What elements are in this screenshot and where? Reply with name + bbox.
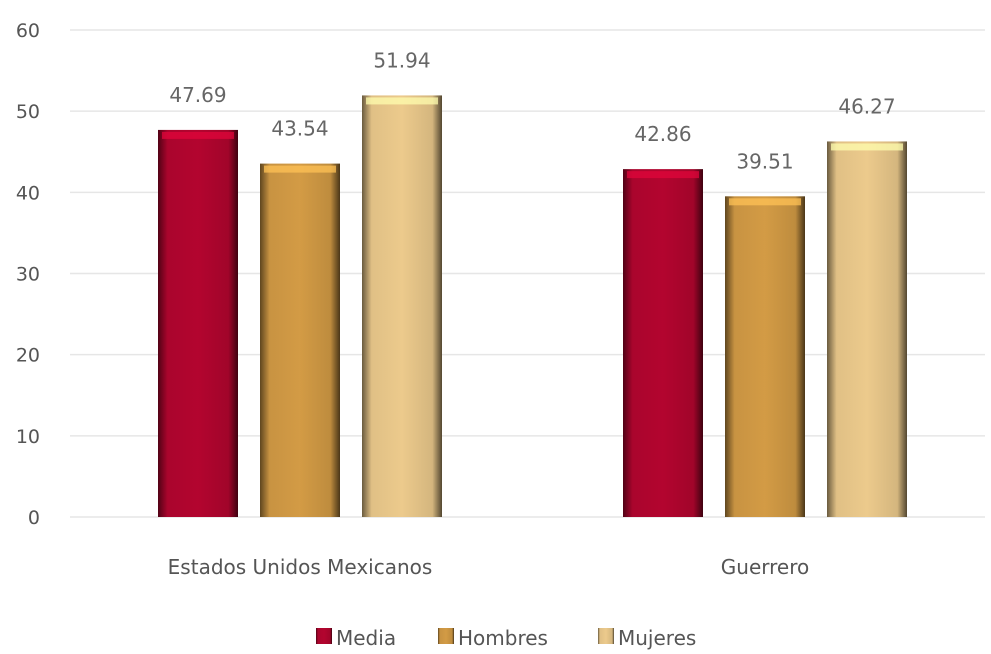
- data-label-hombres-estados-unidos-mexicanos: 43.54: [271, 117, 328, 141]
- bar-highlight: [264, 165, 336, 173]
- data-label-media-estados-unidos-mexicanos: 47.69: [169, 83, 226, 107]
- bars: [158, 95, 907, 518]
- bar-media-estados-unidos-mexicanos: [158, 129, 238, 517]
- y-tick-label-50: 50: [16, 101, 40, 123]
- bar-highlight: [627, 171, 699, 179]
- y-tick-label-10: 10: [16, 426, 40, 448]
- bar-highlight: [831, 143, 903, 151]
- bar-body: [623, 169, 703, 517]
- legend-item-mujeres: Mujeres: [598, 626, 696, 650]
- y-tick-label-60: 60: [16, 20, 40, 42]
- bar-highlight: [366, 97, 438, 105]
- legend-label-media: Media: [336, 626, 396, 650]
- y-tick-label-20: 20: [16, 345, 40, 367]
- data-label-mujeres-guerrero: 46.27: [838, 94, 895, 118]
- data-label-mujeres-estados-unidos-mexicanos: 51.94: [373, 48, 430, 72]
- bar-body: [362, 95, 442, 517]
- bar-body: [260, 163, 340, 517]
- bar-highlight: [729, 198, 801, 206]
- bar-body: [158, 129, 238, 517]
- bar-mujeres-estados-unidos-mexicanos: [362, 95, 442, 517]
- data-labels: 47.69 43.54 51.94 42.86 39.51 46.27: [169, 48, 895, 173]
- bar-hombres-estados-unidos-mexicanos: [260, 163, 340, 517]
- y-tick-label-30: 30: [16, 264, 40, 286]
- legend-label-hombres: Hombres: [458, 626, 548, 650]
- legend-swatch-media: [316, 628, 332, 644]
- y-tick-label-40: 40: [16, 182, 40, 204]
- category-label-guerrero: Guerrero: [721, 555, 809, 579]
- x-axis-categories: Estados Unidos Mexicanos Guerrero: [168, 555, 810, 579]
- bar-mujeres-guerrero: [827, 141, 907, 517]
- bar-body: [827, 141, 907, 517]
- category-label-estados-unidos-mexicanos: Estados Unidos Mexicanos: [168, 555, 433, 579]
- y-axis-ticks: 0 10 20 30 40 50 60: [16, 20, 40, 529]
- bar-body: [725, 196, 805, 518]
- data-label-media-guerrero: 42.86: [634, 122, 691, 146]
- legend-swatch-mujeres: [598, 628, 614, 644]
- legend-item-media: Media: [316, 626, 396, 650]
- bar-highlight: [162, 131, 234, 139]
- bar-hombres-guerrero: [725, 196, 805, 518]
- y-tick-label-0: 0: [28, 507, 40, 529]
- legend-item-hombres: Hombres: [438, 626, 548, 650]
- legend-label-mujeres: Mujeres: [618, 626, 696, 650]
- data-label-hombres-guerrero: 39.51: [736, 149, 793, 173]
- bar-media-guerrero: [623, 169, 703, 517]
- legend: Media Hombres Mujeres: [316, 626, 696, 650]
- legend-swatch-hombres: [438, 628, 454, 644]
